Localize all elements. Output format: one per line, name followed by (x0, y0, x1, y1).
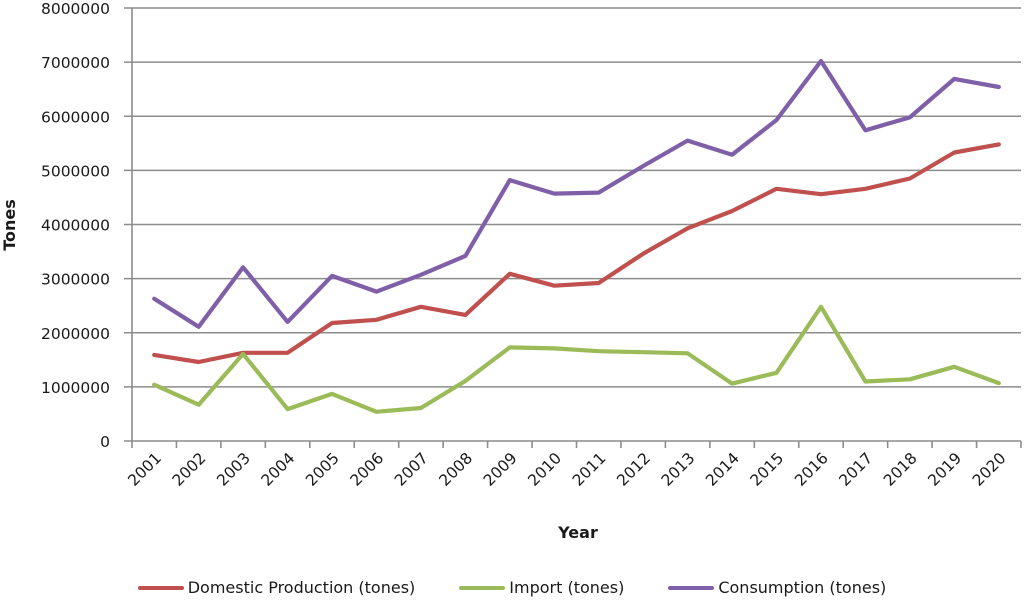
series-line-consumption (152, 58, 1001, 329)
y-tick-label: 8000000 (41, 0, 110, 18)
y-axis-title: Tones (0, 199, 19, 251)
gridlines (124, 7, 1021, 442)
axes (131, 8, 1022, 448)
x-tick-label: 2008 (436, 449, 477, 490)
x-tick-label: 2012 (613, 449, 654, 490)
x-tick-label: 2002 (169, 449, 210, 490)
y-tick-label: 1000000 (41, 379, 110, 397)
x-tick-label: 2015 (747, 449, 788, 490)
legend-label: Domestic Production (tones) (187, 578, 416, 597)
x-tick-label: 2001 (124, 449, 165, 490)
legend-swatch-import (459, 585, 506, 590)
y-tick-label: 3000000 (41, 271, 110, 289)
x-tick-label: 2004 (258, 449, 299, 490)
y-tick-label: 6000000 (41, 108, 110, 126)
series-line-import (152, 304, 1001, 414)
x-tick-label: 2005 (302, 449, 343, 490)
legend-item-import: Import (tones) (459, 578, 624, 597)
y-tick-labels: 0 1000000 2000000 3000000 4000000 5000000 6000… (41, 0, 110, 451)
y-tick-label: 7000000 (41, 54, 110, 72)
y-tick-label: 5000000 (41, 162, 110, 180)
y-tick-label: 0 (100, 433, 110, 451)
x-tick-label: 2010 (524, 449, 565, 490)
line-chart: 0 1000000 2000000 3000000 4000000 5000000 6000… (0, 0, 1022, 542)
x-tick-label: 2003 (213, 449, 254, 490)
legend-label: Import (tones) (509, 578, 625, 597)
x-tick-label: 2007 (391, 449, 432, 490)
x-tick-label: 2018 (880, 449, 921, 490)
series-lines (152, 58, 1001, 414)
x-tick-label: 2014 (702, 449, 743, 490)
x-tick-label: 2017 (836, 449, 877, 490)
series-line-domestic-production (152, 142, 1001, 365)
legend-swatch-domestic-production (137, 585, 184, 590)
y-tick-label: 4000000 (41, 217, 110, 235)
x-tick-label: 2011 (569, 449, 610, 490)
x-axis-title: Year (557, 523, 598, 542)
x-tick-label: 2016 (791, 449, 832, 490)
x-tick-label: 2006 (347, 449, 388, 490)
y-tick-label: 2000000 (41, 325, 110, 343)
x-tick-label: 2019 (925, 449, 966, 490)
x-tick-label: 2013 (658, 449, 699, 490)
legend: Domestic Production (tones) Import (tone… (0, 578, 1024, 597)
legend-item-consumption: Consumption (tones) (668, 578, 886, 597)
legend-swatch-consumption (668, 585, 715, 590)
x-tick-label: 2009 (480, 449, 521, 490)
legend-item-domestic-production: Domestic Production (tones) (137, 578, 416, 597)
x-tick-label: 2020 (969, 449, 1010, 490)
x-tick-labels: 2001 2002 2003 2004 2005 2006 2007 2008 2009 2010… (124, 449, 1009, 490)
legend-label: Consumption (tones) (718, 578, 887, 597)
